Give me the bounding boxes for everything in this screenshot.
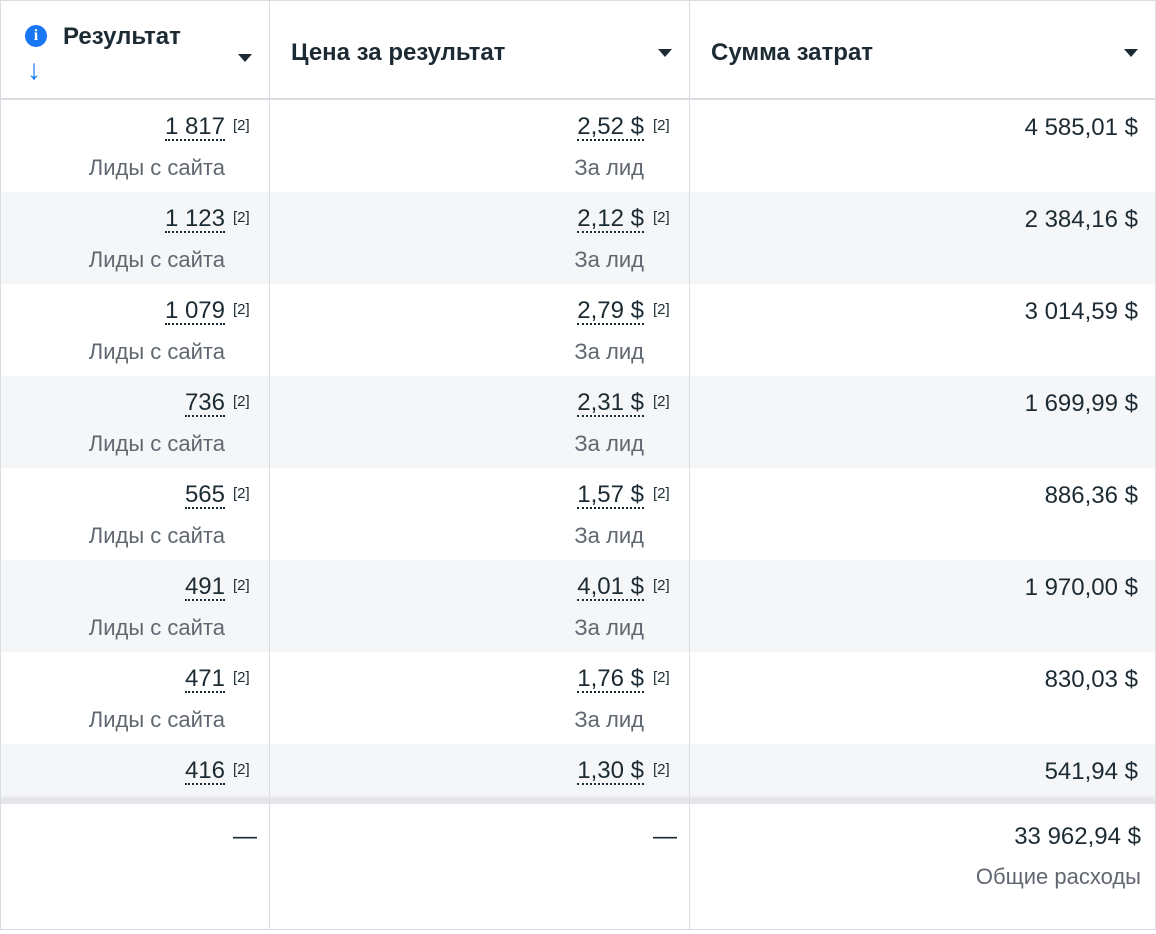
dropdown[interactable] xyxy=(658,49,672,57)
spend-value: 2 384,16 $ xyxy=(1024,206,1138,233)
cost-label: За лид xyxy=(574,339,644,364)
spend-value: 830,03 $ xyxy=(1044,666,1138,693)
result-value[interactable]: 416 xyxy=(184,757,225,785)
footnote: [2] xyxy=(653,209,670,226)
row xyxy=(1,560,1155,652)
footnote: [2] xyxy=(653,761,670,778)
rows: 1 817 [2] 2,52 $ [2] 4 585,01 $ Лиды с сайта З… xyxy=(1,100,1155,800)
footnote: [2] xyxy=(233,761,250,778)
cost-label: За лид xyxy=(574,707,644,732)
cost-value[interactable]: 1,76 $ xyxy=(577,665,644,693)
result-value[interactable]: 1 123 xyxy=(164,205,225,233)
row xyxy=(1,468,1155,560)
cost-label: За лид xyxy=(574,431,644,456)
cost-value[interactable]: 2,52 $ xyxy=(577,113,644,141)
footnote: [2] xyxy=(653,669,670,686)
footer-border xyxy=(1,800,1155,804)
row xyxy=(1,192,1155,284)
result-label: Лиды с сайта xyxy=(88,247,225,272)
cost-label: За лид xyxy=(574,155,644,180)
cost-value[interactable]: 4,01 $ xyxy=(577,573,644,601)
result-label: Лиды с сайта xyxy=(88,615,225,640)
dropdown[interactable] xyxy=(238,54,252,62)
column-header[interactable]: Сумма затрат xyxy=(711,39,874,66)
result-value[interactable]: 1 079 xyxy=(164,297,225,325)
footnote: [2] xyxy=(653,577,670,594)
sort-arrow[interactable]: ↓ xyxy=(27,54,41,85)
column-divider xyxy=(269,1,270,929)
footnote: [2] xyxy=(233,669,250,686)
row xyxy=(1,652,1155,744)
result-label: Лиды с сайта xyxy=(88,523,225,548)
footnote: [2] xyxy=(653,117,670,134)
result-label: Лиды с сайта xyxy=(88,431,225,456)
footnote: [2] xyxy=(653,393,670,410)
footnote: [2] xyxy=(233,485,250,502)
spend-value: 3 014,59 $ xyxy=(1024,298,1138,325)
cost-label: За лид xyxy=(574,247,644,272)
cost-value[interactable]: 2,31 $ xyxy=(577,389,644,417)
cost-label: За лид xyxy=(574,615,644,640)
footer-spend: 33 962,94 $ xyxy=(1014,823,1141,850)
footer-cost: — xyxy=(653,823,677,850)
row xyxy=(1,744,1155,800)
result-value[interactable]: 1 817 xyxy=(164,113,225,141)
footer-label: Общие расходы xyxy=(975,864,1141,889)
cost-label: За лид xyxy=(574,523,644,548)
footnote: [2] xyxy=(233,209,250,226)
spend-value: 1 970,00 $ xyxy=(1024,574,1138,601)
result-label: Лиды с сайта xyxy=(88,155,225,180)
footnote: [2] xyxy=(233,301,250,318)
column-divider xyxy=(689,1,690,929)
footnote: [2] xyxy=(233,117,250,134)
footnote: [2] xyxy=(653,301,670,318)
row xyxy=(1,100,1155,192)
column-header[interactable]: Результат xyxy=(63,23,181,50)
spend-value: 1 699,99 $ xyxy=(1024,390,1138,417)
footnote: [2] xyxy=(233,577,250,594)
cost-value[interactable]: 2,12 $ xyxy=(577,205,644,233)
result-label: Лиды с сайта xyxy=(88,339,225,364)
result-value[interactable]: 736 xyxy=(184,389,225,417)
cost-value[interactable]: 2,79 $ xyxy=(577,297,644,325)
footer-result: — xyxy=(233,823,257,850)
spend-value: 4 585,01 $ xyxy=(1024,114,1138,141)
info-icon[interactable]: i xyxy=(25,25,47,47)
result-value[interactable]: 471 xyxy=(184,665,225,693)
header-border xyxy=(1,98,1155,100)
row xyxy=(1,284,1155,376)
result-label: Лиды с сайта xyxy=(88,707,225,732)
dropdown[interactable] xyxy=(1124,49,1138,57)
result-value[interactable]: 565 xyxy=(184,481,225,509)
row xyxy=(1,376,1155,468)
cost-value[interactable]: 1,57 $ xyxy=(577,481,644,509)
column-header[interactable]: Цена за результат xyxy=(291,39,506,66)
spend-value: 541,94 $ xyxy=(1044,758,1138,785)
cost-value[interactable]: 1,30 $ xyxy=(577,757,644,785)
result-value[interactable]: 491 xyxy=(184,573,225,601)
footnote: [2] xyxy=(653,485,670,502)
footnote: [2] xyxy=(233,393,250,410)
spend-value: 886,36 $ xyxy=(1044,482,1138,509)
